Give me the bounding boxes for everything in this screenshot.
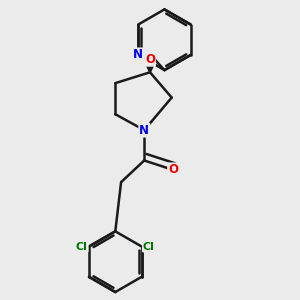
Text: Cl: Cl	[143, 242, 155, 251]
Text: N: N	[133, 48, 143, 62]
Text: O: O	[168, 164, 178, 176]
Polygon shape	[146, 64, 154, 72]
Text: N: N	[139, 124, 149, 136]
Text: Cl: Cl	[76, 242, 88, 251]
Text: O: O	[145, 53, 155, 66]
